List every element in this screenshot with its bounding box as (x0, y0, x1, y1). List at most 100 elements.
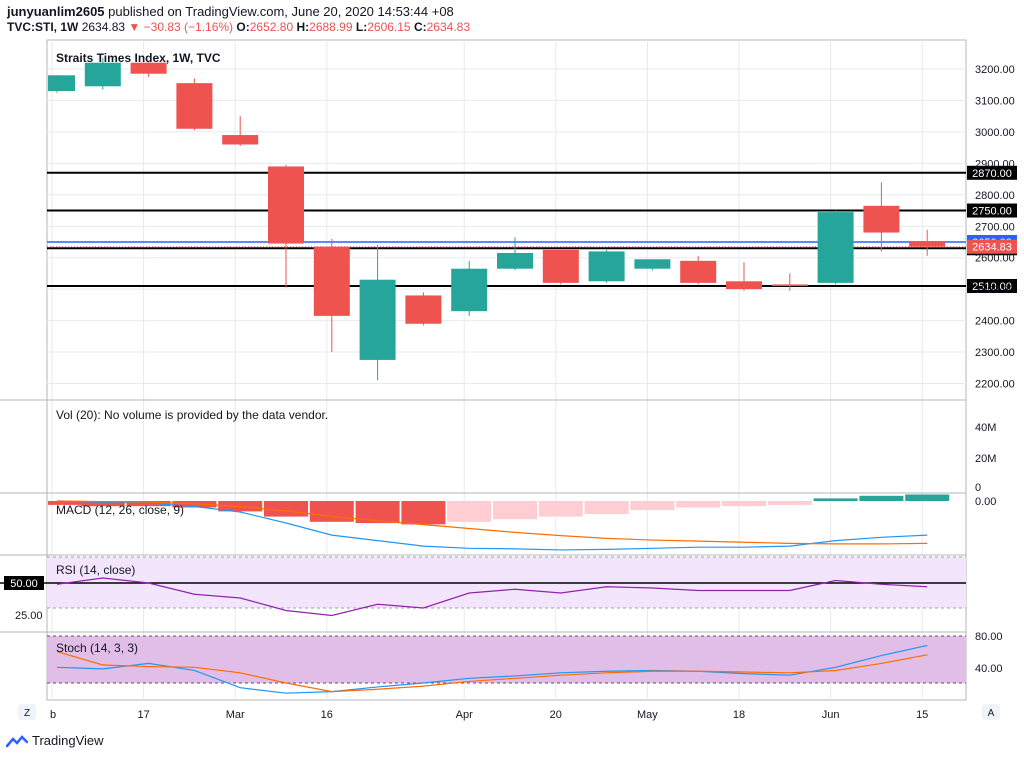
candle (817, 210, 854, 285)
tradingview-logo-icon (6, 734, 28, 747)
macd-histogram-bar (859, 495, 904, 501)
macd-title: MACD (12, 26, close, 9) (56, 503, 184, 517)
macd-histogram-bar (905, 494, 950, 501)
x-tick-label: b (50, 709, 56, 721)
candle (771, 273, 808, 291)
candle-body (222, 135, 259, 145)
macd-histogram-bar (676, 501, 721, 508)
y-tick-label: 3100.00 (975, 95, 1015, 107)
open-label: O: (236, 20, 250, 34)
macd-histogram-bar (813, 498, 858, 501)
candle (84, 57, 121, 90)
candle-body (405, 295, 442, 324)
open-value: 2652.80 (249, 20, 294, 34)
volume-y-tick-label: 0 (975, 482, 981, 494)
stoch-series (56, 644, 928, 694)
footer-brand[interactable]: TradingView (32, 733, 104, 748)
x-tick-label: 15 (916, 709, 928, 721)
candle (268, 164, 304, 288)
candle (497, 237, 533, 271)
candle-body (909, 241, 946, 247)
candle (634, 259, 671, 271)
candle-body (588, 251, 625, 282)
hline-label: 2510.00 (972, 281, 1012, 293)
candle (680, 256, 717, 285)
macd-histogram-bar (80, 501, 125, 507)
stoch-k-line (56, 644, 928, 694)
volume-title: Vol (20): No volume is provided by the d… (56, 408, 328, 422)
candles[interactable] (48, 57, 946, 381)
candle-body (48, 75, 75, 92)
hline-label-bg (967, 279, 1017, 294)
macd-histogram-bar (401, 501, 446, 525)
stoch-y-tick-label: 40.00 (975, 663, 1003, 675)
author-name[interactable]: junyuanlim2605 (7, 4, 105, 19)
change-value: −30.83 (−1.16%) (143, 20, 234, 34)
macd-y-tick-label: 0.00 (975, 496, 996, 508)
candle (48, 75, 75, 93)
candle (542, 249, 579, 285)
volume-y-tick-label: 20M (975, 453, 996, 465)
macd-histogram-bar (309, 501, 354, 522)
indicator-panels (0, 399, 966, 684)
candle-body (130, 62, 167, 74)
candle-body (497, 252, 533, 269)
candle-body (726, 281, 762, 290)
candle-body (84, 62, 121, 87)
x-tick-label: May (637, 709, 658, 721)
candle (588, 249, 625, 283)
last-price: 2634.83 (81, 20, 126, 34)
y-tick-label: 2700.00 (975, 221, 1015, 233)
y-tick-label: 2600.00 (975, 253, 1015, 265)
candle (130, 61, 167, 77)
x-tick-label: Jun (822, 709, 840, 721)
rsi-line (56, 577, 928, 617)
candle (726, 262, 762, 291)
y-tick-label: 2900.00 (975, 158, 1015, 170)
y-tick-label: 3000.00 (975, 127, 1015, 139)
header-line-2: TVC:STI, 1W 2634.83 ▼ −30.83 (−1.16%) O:… (7, 20, 470, 34)
macd-histogram-bar (538, 501, 583, 517)
x-tick-label: Apr (456, 709, 473, 721)
change-arrow-icon: ▼ (128, 20, 141, 34)
z-button-label: Z (24, 708, 30, 719)
hline-label-bg (967, 165, 1017, 180)
y-tick-label: 2800.00 (975, 190, 1015, 202)
candle-body (680, 260, 717, 283)
footer: TradingView (6, 733, 104, 748)
hline-label: 2750.00 (972, 206, 1012, 218)
symbol-label: TVC:STI, 1W (7, 20, 79, 34)
z-button[interactable] (18, 704, 36, 720)
stoch-d-line (56, 651, 928, 693)
last-price-label: 2634.83 (972, 242, 1012, 254)
macd-line (56, 500, 928, 551)
macd-histogram-bar (355, 501, 400, 524)
candle-body (451, 268, 488, 312)
candle-body (817, 212, 854, 283)
macd-series (48, 494, 950, 551)
y-tick-label: 2400.00 (975, 316, 1015, 328)
auto-scale-button[interactable] (982, 704, 1000, 720)
candle (176, 78, 213, 131)
macd-histogram-bar (630, 501, 675, 511)
x-tick-label: 20 (550, 709, 562, 721)
rsi-series (56, 577, 928, 617)
rsi-y-tick-label: 25.00 (15, 610, 43, 622)
low-value: 2606.15 (367, 20, 411, 34)
candle (222, 116, 259, 147)
chart-title: Straits Times Index, 1W, TVC (56, 51, 221, 65)
candle-body (359, 279, 396, 360)
hline-label-bg (967, 203, 1017, 218)
close-label: C: (413, 20, 427, 34)
rsi-ref-label: 50.00 (10, 578, 38, 590)
macd-histogram-bar (493, 501, 537, 520)
y-tick-label: 2500.00 (975, 284, 1015, 296)
high-label: H: (296, 20, 310, 34)
header-line-1: junyuanlim2605 published on TradingView.… (7, 4, 454, 19)
horizontal-lines[interactable]: 2870.002750.002650.002630.002510.002634.… (47, 165, 1017, 294)
x-tick-label: 16 (321, 709, 333, 721)
y-tick-label: 3200.00 (975, 64, 1015, 76)
candle-body (634, 259, 671, 269)
candle-body (268, 166, 304, 244)
